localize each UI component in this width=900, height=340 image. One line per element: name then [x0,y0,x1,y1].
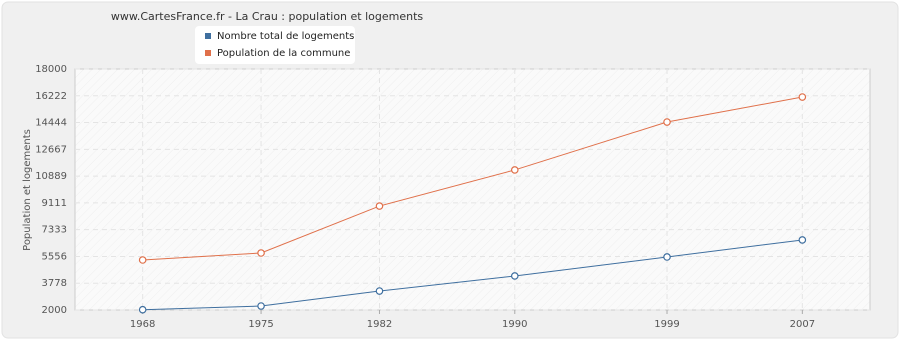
data-point [798,93,807,101]
data-point [510,166,519,174]
y-tick-label: 14444 [35,118,67,129]
data-point [375,202,384,210]
y-axis-label: Population et logements [22,129,33,251]
y-tick-label: 16222 [35,91,67,102]
chart-title: www.CartesFrance.fr - La Crau : populati… [111,10,424,23]
y-tick-label: 9111 [42,198,67,209]
x-tick-label: 1990 [502,319,527,330]
data-point [375,287,384,295]
y-tick-label: 18000 [35,64,67,75]
x-tick-label: 1999 [654,319,679,330]
data-point [138,305,147,314]
data-point [138,256,147,264]
legend-swatch [205,33,211,39]
y-tick-label: 12667 [35,144,67,155]
legend-label: Population de la commune [217,48,350,59]
series-line [142,239,803,311]
x-tick-label: 1968 [130,319,155,330]
x-tick-label: 2007 [790,319,815,330]
y-tick-label: 3778 [42,278,67,289]
y-tick-label: 5556 [42,251,67,262]
y-tick-label: 7333 [42,225,67,236]
data-point [257,302,265,310]
x-tick-label: 1982 [367,319,392,330]
y-tick-label: 10889 [35,171,67,182]
data-point [663,253,671,261]
legend-label: Nombre total de logements [217,31,354,42]
data-point [663,118,671,126]
series-line [142,96,803,261]
y-tick-label: 2000 [42,305,67,316]
data-point [798,236,807,244]
data-point [510,272,519,280]
plot-area [74,68,871,311]
x-tick-label: 1975 [248,319,273,330]
legend-swatch [205,50,211,56]
data-point [257,249,265,257]
legend [195,26,355,64]
